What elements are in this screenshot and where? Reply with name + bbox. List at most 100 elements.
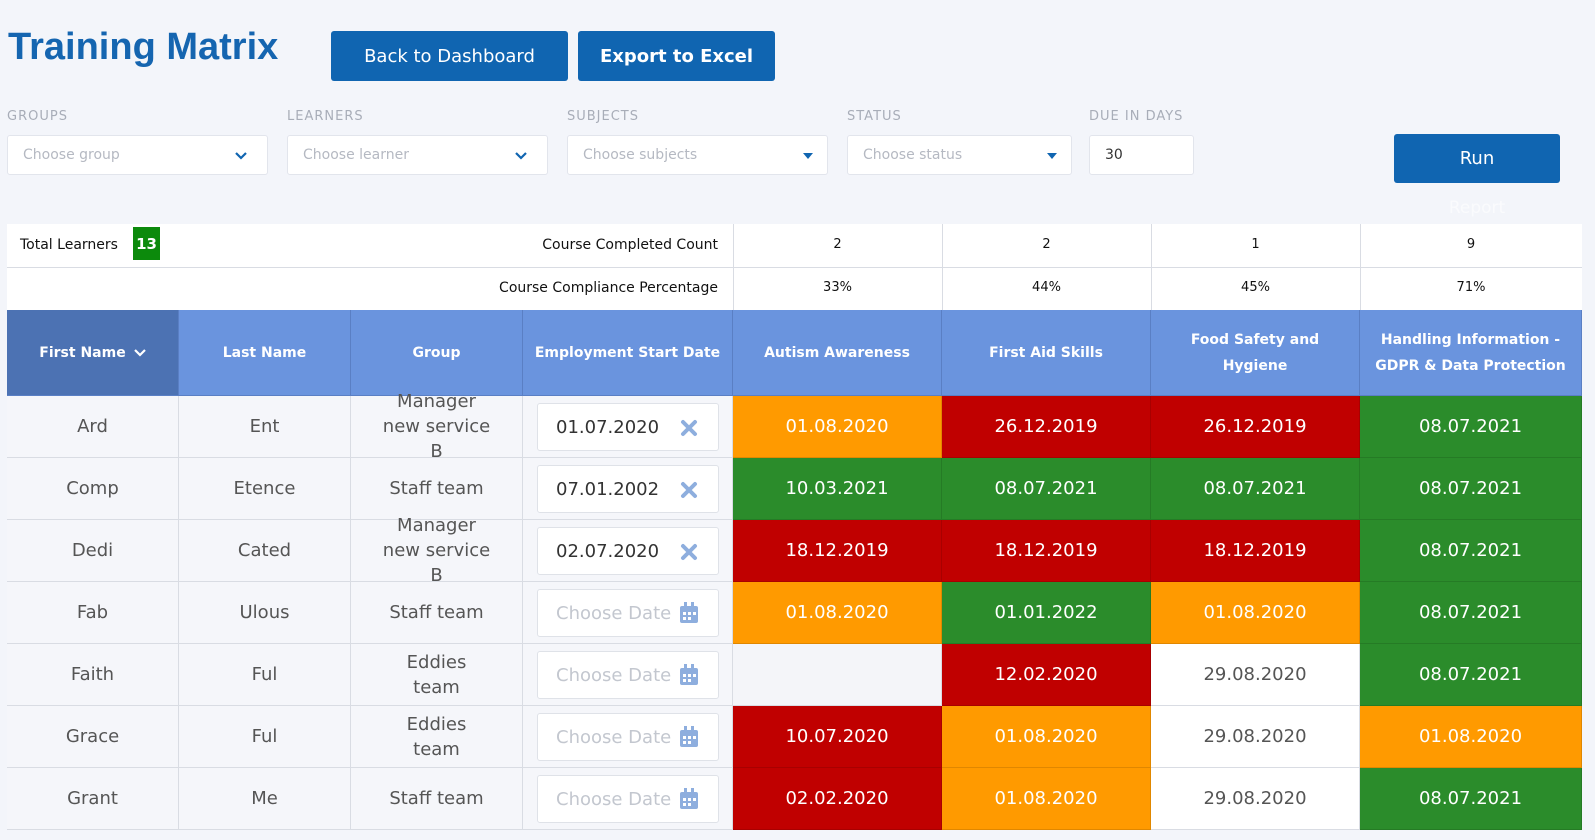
sort-icon (133, 348, 146, 357)
date-input[interactable]: 07.01.2002 (537, 465, 719, 513)
clear-icon[interactable] (680, 419, 698, 437)
total-learners-label: Total Learners (20, 237, 118, 253)
table-cell: Grant (7, 768, 179, 830)
course-date: 12.02.2020 (994, 664, 1098, 685)
back-button[interactable]: Back to Dashboard (331, 31, 568, 81)
table-cell: Choose Date (523, 768, 733, 830)
compliance-percent: 45% (1241, 280, 1270, 295)
completed-count: 2 (833, 237, 842, 252)
course-cell: 01.08.2020 (733, 396, 942, 458)
date-value: 02.07.2020 (556, 540, 660, 562)
date-input[interactable]: Choose Date (537, 651, 719, 699)
filter-placeholder: Choose learner (303, 147, 409, 163)
filter-select[interactable]: Choose status (847, 135, 1072, 175)
filter-input[interactable]: 30 (1089, 135, 1194, 175)
filter-select[interactable]: Choose group (7, 135, 268, 175)
summary-col-border (942, 224, 943, 310)
filter-value: 30 (1105, 147, 1123, 163)
cell-text: Staff team (389, 478, 484, 499)
filter-select[interactable]: Choose learner (287, 135, 548, 175)
cell-text: Dedi (71, 540, 114, 561)
column-header-text: Food Safety and Hygiene (1190, 331, 1320, 374)
course-date: 18.12.2019 (1203, 540, 1307, 561)
column-header: First Aid Skills (942, 310, 1151, 396)
table-cell: Grace (7, 706, 179, 768)
course-cell: 08.07.2021 (1151, 458, 1360, 520)
summary-col-border (1151, 224, 1152, 310)
date-input[interactable]: 01.07.2020 (537, 403, 719, 451)
table-cell: Staff team (351, 458, 523, 520)
cell-text: Me (251, 788, 278, 809)
calendar-icon[interactable] (679, 602, 699, 624)
dropdown-arrow (803, 153, 813, 159)
column-header[interactable]: First Name (7, 310, 179, 396)
calendar-icon[interactable] (679, 726, 699, 748)
chevron (235, 152, 247, 160)
cell-text: Ent (249, 416, 280, 437)
table-cell: Dedi (7, 520, 179, 582)
cell-text: Comp (66, 478, 119, 499)
course-date: 01.08.2020 (1418, 726, 1523, 747)
column-header: Handling Information - GDPR & Data Prote… (1360, 310, 1582, 396)
summary-col-border (733, 224, 734, 310)
course-cell: 18.12.2019 (942, 520, 1151, 582)
table-cell: Eddies team (351, 644, 523, 706)
calendar-icon[interactable] (679, 788, 699, 810)
course-cell: 10.07.2020 (733, 706, 942, 768)
table-cell: 02.07.2020 (523, 520, 733, 582)
compliance-percent: 44% (1032, 280, 1061, 295)
table-cell: Me (179, 768, 351, 830)
cell-text: Ful (251, 664, 278, 685)
column-header-text: Last Name (222, 344, 307, 361)
course-date: 01.08.2020 (1203, 602, 1307, 623)
course-date: 10.07.2020 (785, 726, 889, 747)
table-cell: Choose Date (523, 582, 733, 644)
table-cell: 07.01.2002 (523, 458, 733, 520)
clear-icon[interactable] (680, 481, 698, 499)
filter-label: GROUPS (7, 109, 68, 124)
course-date: 02.02.2020 (785, 788, 889, 809)
run-caption: Report (1448, 198, 1506, 218)
filter-label: LEARNERS (287, 109, 364, 124)
course-date: 08.07.2021 (994, 478, 1098, 499)
filter-placeholder: Choose group (23, 147, 120, 163)
table-cell: Faith (7, 644, 179, 706)
filter-label: DUE IN DAYS (1089, 109, 1184, 124)
filter-select[interactable]: Choose subjects (567, 135, 828, 175)
table-cell: Comp (7, 458, 179, 520)
summary-col-border (1360, 224, 1361, 310)
export-button[interactable]: Export to Excel (578, 31, 775, 81)
date-value: 07.01.2002 (556, 478, 660, 500)
table-cell: Ulous (179, 582, 351, 644)
cell-text: Faith (70, 664, 115, 685)
table-cell: Fab (7, 582, 179, 644)
date-input[interactable]: Choose Date (537, 713, 719, 761)
chevron (515, 152, 527, 160)
cell-text: Fab (76, 602, 109, 623)
course-cell: 10.03.2021 (733, 458, 942, 520)
date-input[interactable]: Choose Date (537, 589, 719, 637)
completed-label: Course Completed Count (542, 237, 718, 253)
course-date: 26.12.2019 (994, 416, 1098, 437)
table-cell: Staff team (351, 582, 523, 644)
clear-icon[interactable] (680, 543, 698, 561)
table-cell: Ard (7, 396, 179, 458)
date-input[interactable]: Choose Date (537, 775, 719, 823)
run-button[interactable]: Run (1394, 134, 1560, 183)
cell-text: Staff team (389, 602, 484, 623)
completed-count: 1 (1251, 237, 1260, 252)
course-cell: 08.07.2021 (1360, 458, 1582, 520)
date-input[interactable]: 02.07.2020 (537, 527, 719, 575)
course-cell: 01.08.2020 (1360, 706, 1582, 768)
cell-text: Staff team (389, 788, 484, 809)
table-cell: Manager new service B (351, 391, 523, 462)
compliance-label: Course Compliance Percentage (499, 280, 718, 296)
cell-text: Grace (65, 726, 120, 747)
completed-count: 2 (1042, 237, 1051, 252)
course-date: 18.12.2019 (785, 540, 889, 561)
calendar-icon[interactable] (679, 664, 699, 686)
table-cell: Ent (179, 396, 351, 458)
filter-placeholder: Choose subjects (583, 147, 698, 163)
page-title: Training Matrix (8, 26, 279, 68)
